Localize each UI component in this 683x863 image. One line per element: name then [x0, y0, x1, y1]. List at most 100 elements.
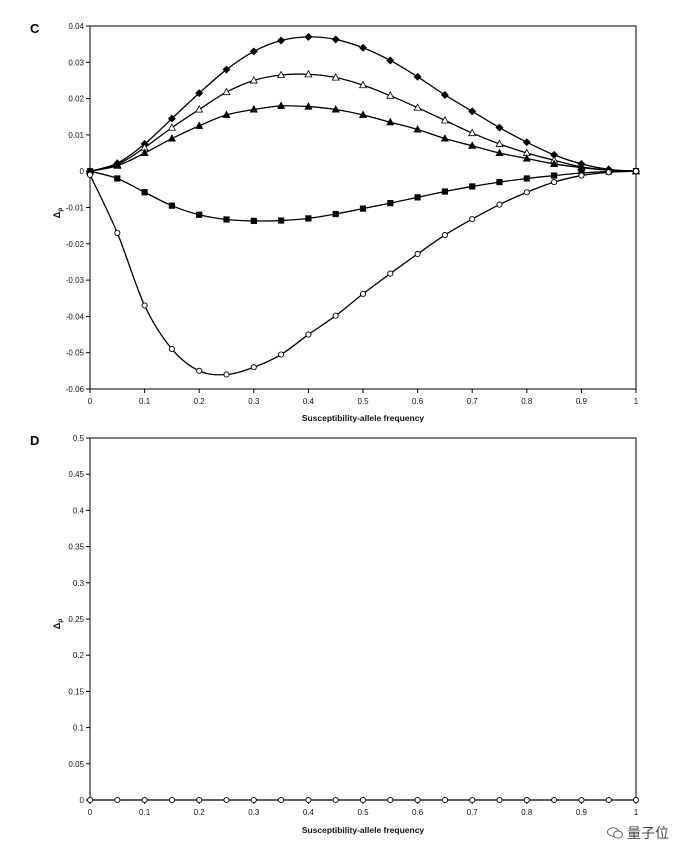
data-point-diamond-filled — [167, 114, 176, 123]
data-point-circle-open — [278, 796, 285, 804]
x-tick-label: 0.3 — [248, 808, 260, 817]
data-point-square-filled — [359, 205, 367, 212]
data-point-diamond-filled — [304, 32, 313, 41]
data-point-triangle-filled — [167, 134, 176, 142]
data-point-circle-open — [496, 201, 503, 208]
y-tick-label: -0.05 — [66, 349, 85, 358]
y-tick-label: 0.5 — [73, 434, 85, 443]
data-point-triangle-filled — [495, 148, 504, 157]
y-tick-label: 0.3 — [73, 579, 85, 588]
data-point-triangle-open — [358, 80, 368, 89]
data-point-circle-open — [551, 179, 558, 186]
panel-label: D — [30, 433, 39, 448]
x-tick-label: 1 — [634, 397, 639, 406]
data-point-circle-open — [632, 168, 640, 175]
data-point-triangle-open — [277, 70, 286, 79]
x-tick-label: 0.2 — [194, 397, 206, 406]
y-tick-label: 0.15 — [68, 687, 84, 696]
data-point-triangle-filled — [413, 125, 422, 133]
data-point-square-filled — [114, 175, 121, 182]
data-point-square-filled — [441, 188, 449, 195]
y-axis-label: Δp — [52, 619, 64, 629]
data-point-circle-open — [332, 312, 339, 319]
data-point-circle-open — [359, 290, 367, 297]
y-tick-label: 0.4 — [73, 506, 85, 515]
y-tick-label: 0.03 — [68, 58, 84, 67]
x-tick-label: 0.9 — [576, 808, 588, 817]
data-point-circle-open — [223, 796, 230, 804]
y-tick-label: 0.02 — [68, 95, 84, 104]
watermark-text: 量子位 — [627, 826, 669, 842]
data-point-circle-open — [223, 371, 230, 378]
data-point-circle-open — [114, 229, 121, 236]
data-point-diamond-filled — [277, 36, 286, 45]
data-point-circle-open — [578, 172, 585, 179]
data-point-triangle-open — [386, 91, 395, 99]
plot-area — [89, 437, 637, 801]
data-point-circle-open — [332, 796, 339, 804]
data-point-diamond-filled — [495, 123, 504, 132]
x-tick-label: 0.4 — [303, 808, 315, 817]
data-point-circle-open — [632, 796, 640, 804]
data-point-triangle-filled — [386, 117, 395, 126]
data-point-triangle-open — [440, 115, 449, 124]
x-axis-label: Susceptibility-allele frequency — [302, 413, 425, 423]
y-tick-label: 0.35 — [68, 543, 84, 552]
data-point-square-filled — [414, 194, 421, 201]
data-point-diamond-filled — [359, 43, 367, 52]
x-tick-label: 0 — [88, 397, 93, 406]
x-tick-label: 0.2 — [194, 808, 206, 817]
data-point-diamond-filled — [413, 72, 422, 81]
y-tick-label: 0.01 — [68, 131, 84, 140]
data-point-square-filled — [332, 210, 339, 218]
series-4 — [86, 168, 640, 225]
x-tick-label: 0.5 — [357, 808, 369, 817]
data-point-square-filled — [469, 183, 476, 190]
data-point-triangle-open — [195, 105, 204, 113]
data-point-diamond-filled — [522, 138, 531, 147]
chart-panel-d: D 0 0.05 0.1 0.15 0.2 0.25 0.3 0.35 0.4 0.45 0.5 0 0.… — [30, 433, 640, 835]
x-tick-label: 0.8 — [521, 397, 533, 406]
data-point-square-filled — [496, 178, 503, 186]
x-tick-label: 0 — [88, 808, 93, 817]
data-point-circle-open — [168, 346, 175, 353]
x-tick-label: 0.6 — [412, 397, 424, 406]
data-point-diamond-filled — [195, 89, 204, 98]
y-tick-label: 0.04 — [68, 22, 84, 31]
series-3 — [85, 101, 641, 175]
data-point-diamond-filled — [386, 56, 395, 65]
data-point-square-filled — [387, 200, 394, 207]
y-tick-label: -0.02 — [66, 240, 85, 249]
y-tick-label: 0.2 — [73, 651, 85, 660]
data-point-square-filled — [196, 211, 203, 218]
y-tick-label: -0.04 — [66, 312, 85, 321]
y-tick-label: 0.25 — [68, 615, 84, 624]
data-point-circle-open — [250, 364, 257, 371]
series-1 — [86, 796, 640, 804]
data-point-circle-open — [387, 796, 394, 804]
data-point-triangle-filled — [522, 154, 531, 162]
x-tick-label: 0.1 — [139, 397, 151, 406]
x-tick-label: 0.5 — [357, 397, 369, 406]
y-tick-label: -0.03 — [66, 276, 85, 285]
data-point-square-filled — [141, 189, 148, 196]
data-point-circle-open — [359, 796, 367, 804]
x-tick-label: 1 — [634, 808, 639, 817]
data-point-triangle-filled — [277, 101, 286, 109]
data-point-triangle-filled — [440, 134, 449, 142]
data-point-circle-open — [441, 232, 448, 239]
data-point-circle-open — [441, 796, 448, 804]
data-point-diamond-filled — [249, 47, 258, 56]
data-point-circle-open — [605, 169, 612, 176]
data-point-circle-open — [196, 367, 203, 374]
data-point-triangle-filled — [113, 161, 122, 169]
data-point-triangle-open — [468, 128, 477, 137]
wechat-icon — [607, 827, 623, 839]
data-point-triangle-open — [304, 69, 313, 78]
y-tick-label: -0.01 — [66, 204, 85, 213]
data-point-triangle-filled — [304, 102, 313, 110]
data-point-square-filled — [223, 216, 230, 223]
panel-label: C — [30, 21, 40, 36]
data-point-square-filled — [550, 172, 558, 179]
